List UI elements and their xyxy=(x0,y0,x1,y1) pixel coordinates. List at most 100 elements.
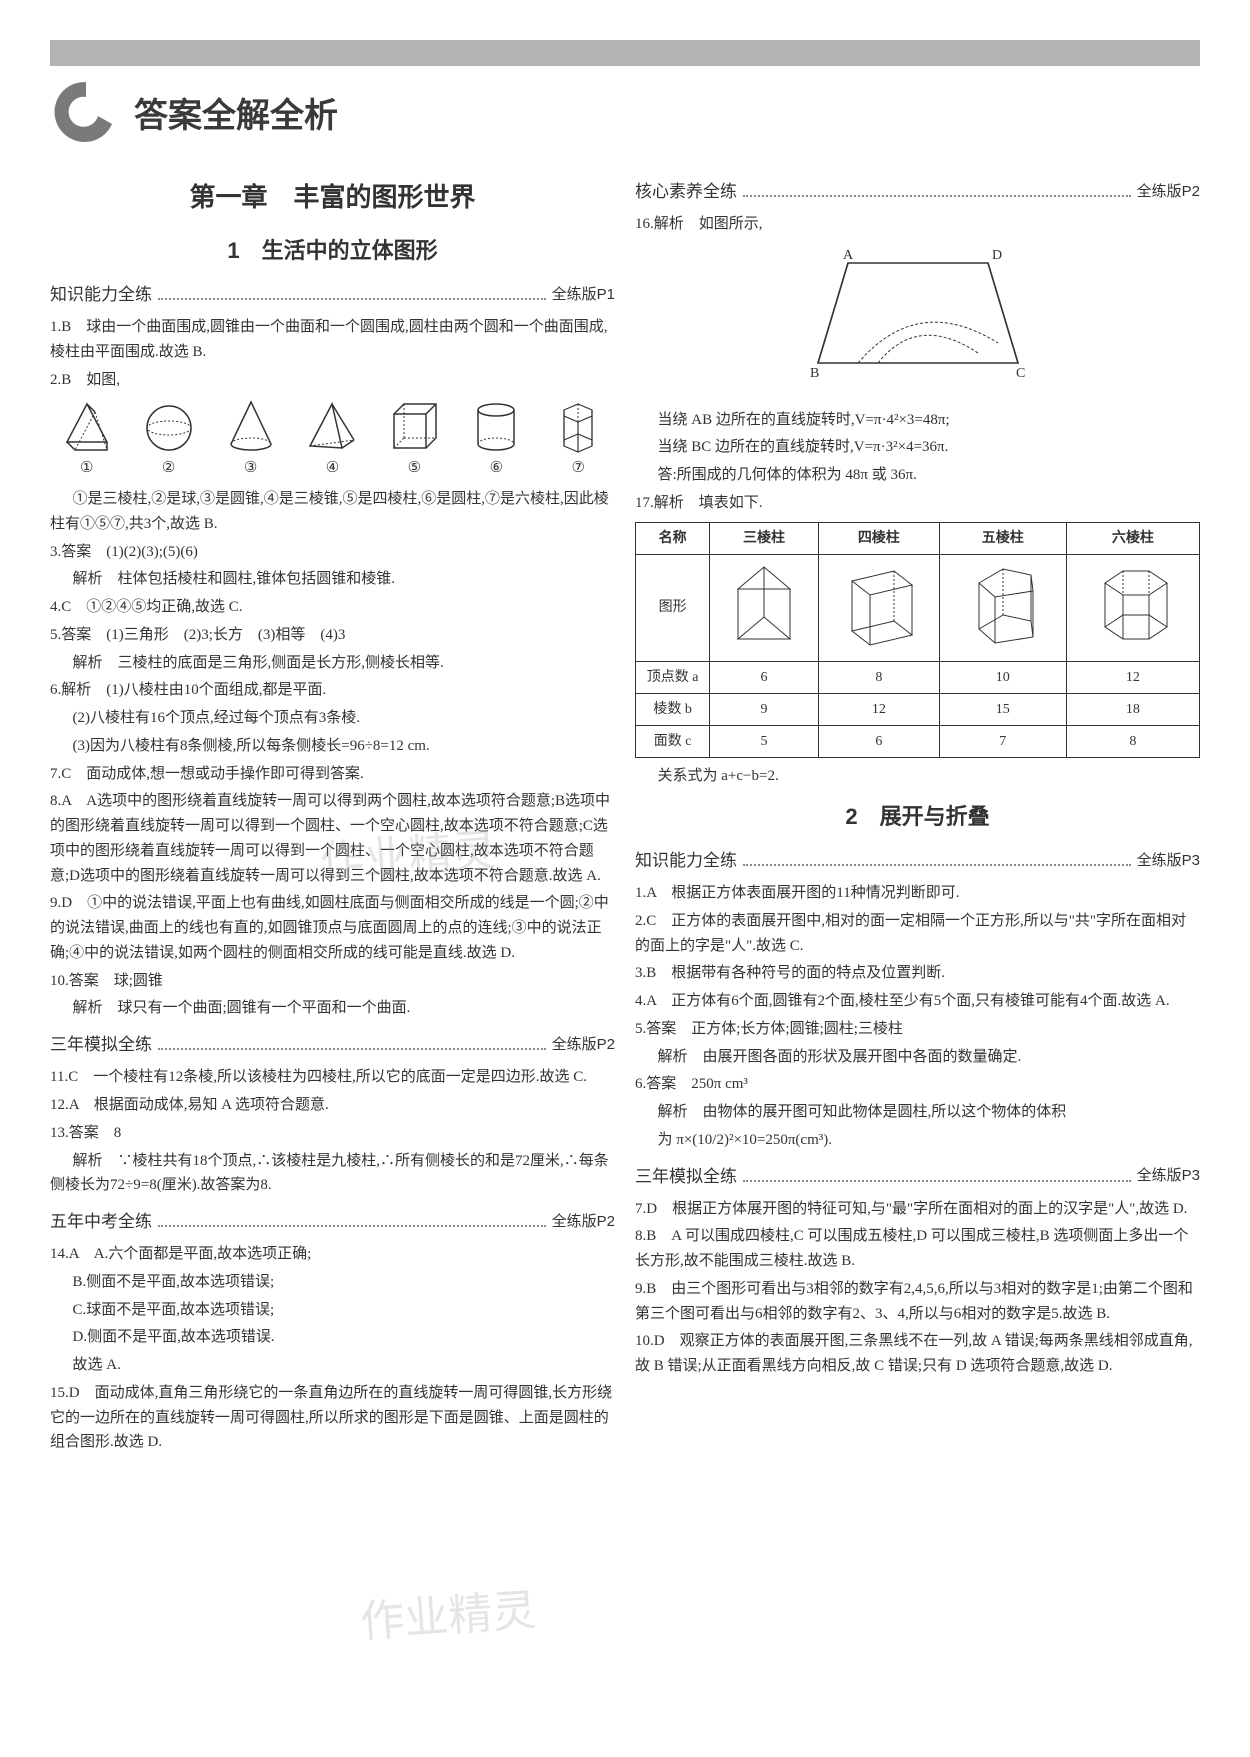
q14-end: 故选 A. xyxy=(50,1353,615,1378)
label-C: C xyxy=(1016,366,1025,381)
dots-divider xyxy=(743,187,1131,197)
dots-divider xyxy=(743,1172,1131,1182)
band-label: 三年模拟全练 xyxy=(635,1163,737,1191)
band-3year-r: 三年模拟全练 全练版P3 xyxy=(635,1163,1200,1191)
section2-title: 2 展开与折叠 xyxy=(635,799,1200,835)
q5-ans: 5.答案 (1)三角形 (2)3;长方 (3)相等 (4)3 xyxy=(50,623,615,648)
q2-body: ①是三棱柱,②是球,③是圆锥,④是三棱锥,⑤是四棱柱,⑥是圆柱,⑦是六棱柱,因此… xyxy=(50,487,615,537)
th-name: 名称 xyxy=(636,522,710,554)
cell: 6 xyxy=(818,725,939,757)
cell: 面数 c xyxy=(636,725,710,757)
q3-ans: 3.答案 (1)(2)(3);(5)(6) xyxy=(50,540,615,565)
cell: 9 xyxy=(710,693,819,725)
q10-ans: 10.答案 球;圆锥 xyxy=(50,969,615,994)
label-B: B xyxy=(810,366,819,381)
shape-cuboid-icon xyxy=(378,398,451,454)
shape-num: ⑦ xyxy=(542,456,615,481)
cell: 7 xyxy=(939,725,1066,757)
cell: 8 xyxy=(818,661,939,693)
r3: 3.B 根据带有各种符号的面的特点及位置判断. xyxy=(635,961,1200,986)
q8: 8.A A选项中的图形绕着直线旋转一周可以得到两个圆柱,故本选项符合题意;B选项… xyxy=(50,789,615,888)
band-ref: 全练版P3 xyxy=(1137,849,1200,874)
band-core: 核心素养全练 全练版P2 xyxy=(635,178,1200,206)
cell: 12 xyxy=(1066,661,1199,693)
cell: 6 xyxy=(710,661,819,693)
q10-exp: 解析 球只有一个曲面;圆锥有一个平面和一个曲面. xyxy=(50,996,615,1021)
r6-ans: 6.答案 250π cm³ xyxy=(635,1072,1200,1097)
table-shape-row: 图形 xyxy=(636,554,1200,661)
r5-exp: 解析 由展开图各面的形状及展开图中各面的数量确定. xyxy=(635,1045,1200,1070)
cell: 12 xyxy=(818,693,939,725)
r10: 10.D 观察正方体的表面展开图,三条黑线不在一列,故 A 错误;每两条黑线相邻… xyxy=(635,1329,1200,1379)
table-row: 顶点数 a 6 8 10 12 xyxy=(636,661,1200,693)
band-label: 五年中考全练 xyxy=(50,1208,152,1236)
band-label: 知识能力全练 xyxy=(635,847,737,875)
cell: 18 xyxy=(1066,693,1199,725)
shape-sphere-icon xyxy=(132,398,205,454)
logo-c-icon xyxy=(50,76,122,148)
band-3year: 三年模拟全练 全练版P2 xyxy=(50,1031,615,1059)
q6-3: (3)因为八棱柱有8条侧棱,所以每条侧棱长=96÷8=12 cm. xyxy=(50,734,615,759)
shape-num: ⑥ xyxy=(460,456,533,481)
dots-divider xyxy=(743,856,1131,866)
th: 六棱柱 xyxy=(1066,522,1199,554)
cell: 顶点数 a xyxy=(636,661,710,693)
q14-b: B.侧面不是平面,故本选项错误; xyxy=(50,1270,615,1295)
q12: 12.A 根据面动成体,易知 A 选项符合题意. xyxy=(50,1093,615,1118)
th: 三棱柱 xyxy=(710,522,819,554)
watermark: 作业精灵 xyxy=(358,1574,538,1650)
q5-exp: 解析 三棱柱的底面是三角形,侧面是长方形,侧棱长相等. xyxy=(50,651,615,676)
cell-pentagonal-prism-icon xyxy=(939,554,1066,661)
band-knowledge-r: 知识能力全练 全练版P3 xyxy=(635,847,1200,875)
chapter-title: 第一章 丰富的图形世界 xyxy=(50,176,615,219)
shape-cylinder-icon xyxy=(460,398,533,454)
q16-diagram: A D B C xyxy=(635,243,1200,402)
shape-numbers: ① ② ③ ④ ⑤ ⑥ ⑦ xyxy=(50,456,615,481)
band-label: 知识能力全练 xyxy=(50,281,152,309)
left-column: 第一章 丰富的图形世界 1 生活中的立体图形 知识能力全练 全练版P1 1.B … xyxy=(50,168,615,1458)
band-ref: 全练版P3 xyxy=(1137,1164,1200,1189)
band-label: 核心素养全练 xyxy=(635,178,737,206)
table-row: 棱数 b 9 12 15 18 xyxy=(636,693,1200,725)
logo-row: 答案全解全析 xyxy=(50,76,1200,148)
q16-l1: 当绕 AB 边所在的直线旋转时,V=π·4²×3=48π; xyxy=(635,408,1200,433)
band-ref: 全练版P2 xyxy=(552,1210,615,1235)
band-knowledge: 知识能力全练 全练版P1 xyxy=(50,281,615,309)
q1: 1.B 球由一个曲面围成,圆锥由一个曲面和一个圆围成,圆柱由两个圆和一个曲面围成… xyxy=(50,315,615,365)
q2-head: 2.B 如图, xyxy=(50,368,615,393)
q6-2: (2)八棱柱有16个顶点,经过每个顶点有3条棱. xyxy=(50,706,615,731)
cell-triangular-prism-icon xyxy=(710,554,819,661)
q13-ans: 13.答案 8 xyxy=(50,1121,615,1146)
r2: 2.C 正方体的表面展开图中,相对的面一定相隔一个正方形,所以与"共"字所在面相… xyxy=(635,909,1200,959)
q9: 9.D ①中的说法错误,平面上也有曲线,如圆柱底面与侧面相交所成的线是一个圆;②… xyxy=(50,891,615,965)
cell: 10 xyxy=(939,661,1066,693)
r1: 1.A 根据正方体表面展开图的11种情况判断即可. xyxy=(635,881,1200,906)
band-ref: 全练版P2 xyxy=(552,1033,615,1058)
band-label: 三年模拟全练 xyxy=(50,1031,152,1059)
shape-num: ② xyxy=(132,456,205,481)
header-bar xyxy=(50,40,1200,66)
band-ref: 全练版P2 xyxy=(1137,180,1200,205)
cell: 15 xyxy=(939,693,1066,725)
cell-quadrangular-prism-icon xyxy=(818,554,939,661)
dots-divider xyxy=(158,1040,546,1050)
shape-num: ③ xyxy=(214,456,287,481)
q4: 4.C ①②④⑤均正确,故选 C. xyxy=(50,595,615,620)
shape-num: ① xyxy=(50,456,123,481)
q3-exp: 解析 柱体包括棱柱和圆柱,锥体包括圆锥和棱锥. xyxy=(50,567,615,592)
band-ref: 全练版P1 xyxy=(552,283,615,308)
cell: 8 xyxy=(1066,725,1199,757)
r9: 9.B 由三个图形可看出与3相邻的数字有2,4,5,6,所以与3相对的数字是1;… xyxy=(635,1277,1200,1327)
table-row: 面数 c 5 6 7 8 xyxy=(636,725,1200,757)
shape-num: ⑤ xyxy=(378,456,451,481)
q16-l2: 当绕 BC 边所在的直线旋转时,V=π·3²×4=36π. xyxy=(635,435,1200,460)
cell: 棱数 b xyxy=(636,693,710,725)
q15: 15.D 面动成体,直角三角形绕它的一条直角边所在的直线旋转一周可得圆锥,长方形… xyxy=(50,1381,615,1455)
right-column: 核心素养全练 全练版P2 16.解析 如图所示, A D B C 当绕 AB 边… xyxy=(635,168,1200,1458)
q7: 7.C 面动成体,想一想或动手操作即可得到答案. xyxy=(50,762,615,787)
r8: 8.B A 可以围成四棱柱,C 可以围成五棱柱,D 可以围成三棱柱,B 选项侧面… xyxy=(635,1224,1200,1274)
th: 四棱柱 xyxy=(818,522,939,554)
q14-d: D.侧面不是平面,故本选项错误. xyxy=(50,1325,615,1350)
q16-head: 16.解析 如图所示, xyxy=(635,212,1200,237)
q17-rel: 关系式为 a+c−b=2. xyxy=(635,764,1200,789)
